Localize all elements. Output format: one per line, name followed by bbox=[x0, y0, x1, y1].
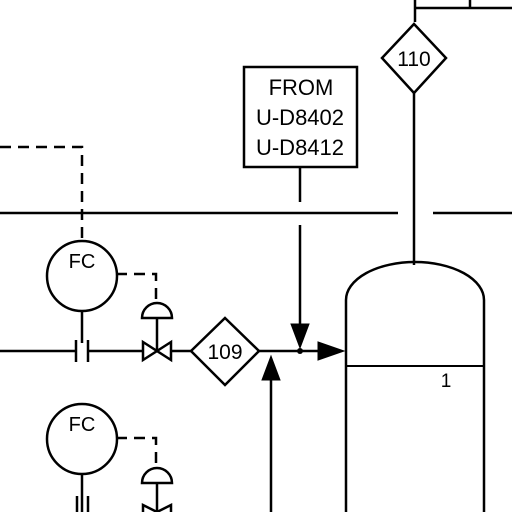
tag-110[interactable]: 110 bbox=[380, 22, 448, 95]
source-box[interactable]: FROM U-D8402 U-D8412 bbox=[242, 65, 359, 169]
vessel-label: 1 bbox=[441, 371, 452, 392]
orifice-plate-lower bbox=[75, 496, 90, 512]
source-box-line-2: U-D8402 bbox=[256, 105, 344, 130]
source-box-line-1: FROM bbox=[269, 75, 334, 100]
return-arrow-head bbox=[261, 354, 281, 381]
lower-signal-lines bbox=[116, 436, 158, 468]
fc-controller-lower[interactable]: FC bbox=[45, 402, 119, 476]
tag-110-label: 110 bbox=[397, 48, 430, 71]
junction-dot bbox=[297, 348, 303, 354]
control-valve-upper[interactable] bbox=[140, 301, 174, 363]
source-arrow-head bbox=[290, 323, 310, 350]
fc-controller-upper[interactable]: FC bbox=[45, 239, 119, 313]
tag-109-label: 109 bbox=[207, 341, 242, 364]
orifice-plate-upper bbox=[74, 340, 90, 362]
control-valve-lower[interactable] bbox=[140, 466, 174, 512]
vessel[interactable]: 1 bbox=[344, 260, 486, 512]
upper-signal-lines bbox=[0, 145, 158, 303]
top-right-pipes bbox=[413, 0, 512, 22]
source-box-line-3: U-D8412 bbox=[256, 135, 344, 160]
tag-109[interactable]: 109 bbox=[189, 316, 261, 387]
vessel-inlet-arrow-head bbox=[317, 341, 346, 361]
fc-lower-label: FC bbox=[69, 414, 96, 436]
fc-upper-label: FC bbox=[69, 251, 96, 273]
